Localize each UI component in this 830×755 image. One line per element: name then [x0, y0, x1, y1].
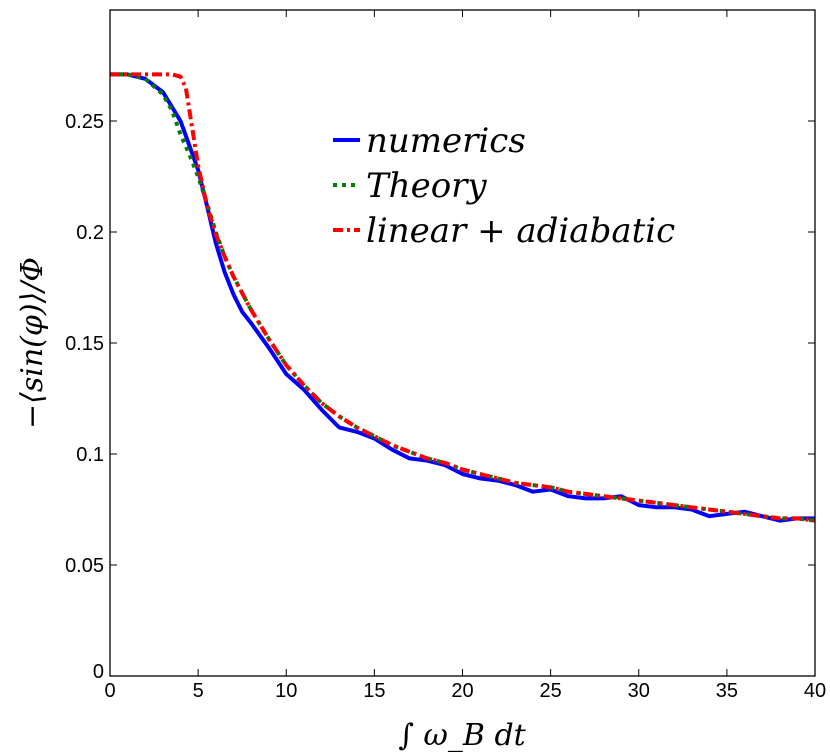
x-tick-label: 30 — [628, 680, 650, 702]
plot-frame — [109, 9, 816, 677]
legend: numerics Theory linear + adiabatic — [333, 121, 675, 251]
x-tick-label: 15 — [363, 680, 385, 702]
x-tick-label: 10 — [275, 680, 297, 702]
series-line-3 — [110, 72, 816, 523]
y-axis-title: −⟨sin(φ)⟩/Φ — [15, 257, 50, 429]
legend-label: linear + adiabatic — [366, 211, 675, 251]
series-line-2 — [110, 72, 816, 523]
legend-label: numerics — [366, 121, 526, 161]
y-tick-label: 0.1 — [76, 444, 104, 466]
x-tick-label: 25 — [540, 680, 562, 702]
x-tick-label: 5 — [193, 680, 204, 702]
x-tick-label: 35 — [716, 680, 738, 702]
ticks-layer: 0 5 10 15 20 25 30 35 40 0 0.05 0.1 0.15 0.2 0.25 — [65, 10, 826, 702]
x-tick-label: 20 — [451, 680, 473, 702]
legend-label: Theory — [366, 166, 487, 206]
x-axis-title: ∫ ω_B dt — [398, 718, 526, 753]
x-tick-label: 40 — [804, 680, 826, 702]
x-tick-label: 0 — [104, 680, 115, 702]
y-tick-label: 0.25 — [65, 111, 104, 133]
series-layer — [110, 72, 816, 523]
y-tick-label: 0 — [93, 661, 104, 683]
y-tick-label: 0.2 — [76, 222, 104, 244]
y-tick-label: 0.15 — [65, 333, 104, 355]
y-tick-label: 0.05 — [65, 555, 104, 577]
series-line-1 — [110, 72, 815, 523]
plot-area — [110, 10, 815, 676]
